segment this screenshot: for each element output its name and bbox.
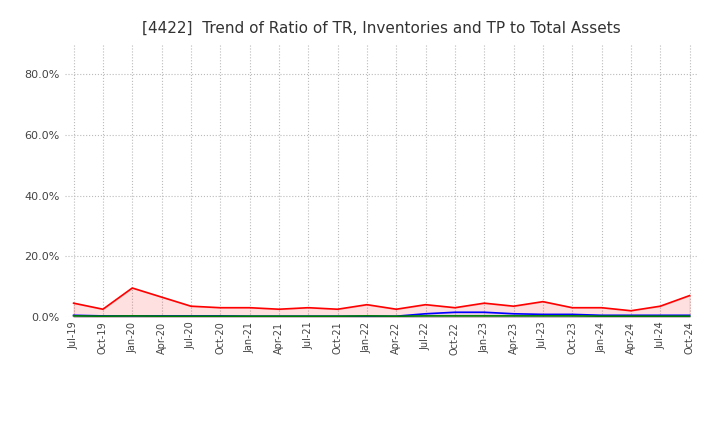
Inventories	[333, 314, 342, 319]
Inventories	[480, 310, 489, 315]
Inventories	[598, 313, 606, 318]
Inventories	[363, 314, 372, 319]
Inventories	[626, 313, 635, 318]
Inventories	[186, 313, 195, 319]
Inventories	[69, 313, 78, 318]
Inventories	[685, 313, 694, 318]
Trade Payables	[128, 313, 137, 319]
Trade Payables	[539, 313, 547, 319]
Title: [4422]  Trend of Ratio of TR, Inventories and TP to Total Assets: [4422] Trend of Ratio of TR, Inventories…	[143, 21, 621, 36]
Trade Payables	[656, 314, 665, 319]
Trade Receivables	[157, 294, 166, 300]
Trade Receivables	[128, 286, 137, 291]
Trade Payables	[216, 314, 225, 319]
Trade Payables	[421, 313, 430, 319]
Trade Receivables	[685, 293, 694, 298]
Inventories	[128, 313, 137, 319]
Inventories	[274, 314, 283, 319]
Trade Payables	[509, 313, 518, 319]
Trade Payables	[69, 313, 78, 319]
Trade Payables	[598, 314, 606, 319]
Trade Receivables	[304, 305, 312, 310]
Inventories	[568, 312, 577, 317]
Trade Payables	[99, 314, 107, 319]
Trade Payables	[568, 313, 577, 319]
Inventories	[392, 314, 400, 319]
Trade Receivables	[69, 301, 78, 306]
Inventories	[99, 313, 107, 319]
Trade Receivables	[363, 302, 372, 307]
Trade Payables	[186, 314, 195, 319]
Trade Receivables	[598, 305, 606, 310]
Inventories	[304, 314, 312, 319]
Trade Receivables	[539, 299, 547, 304]
Trade Payables	[685, 314, 694, 319]
Trade Payables	[333, 314, 342, 319]
Line: Trade Receivables: Trade Receivables	[73, 288, 690, 311]
Trade Receivables	[480, 301, 489, 306]
Trade Receivables	[626, 308, 635, 313]
Inventories	[421, 311, 430, 316]
Inventories	[451, 310, 459, 315]
Trade Payables	[451, 313, 459, 319]
Trade Receivables	[451, 305, 459, 310]
Trade Receivables	[99, 307, 107, 312]
Trade Payables	[274, 314, 283, 319]
Trade Payables	[480, 313, 489, 319]
Legend: Trade Receivables, Inventories, Trade Payables: Trade Receivables, Inventories, Trade Pa…	[157, 438, 606, 440]
Trade Receivables	[186, 304, 195, 309]
Inventories	[246, 314, 254, 319]
Trade Receivables	[421, 302, 430, 307]
Trade Payables	[304, 314, 312, 319]
Trade Receivables	[392, 307, 400, 312]
Line: Inventories: Inventories	[73, 312, 690, 316]
Inventories	[216, 313, 225, 319]
Trade Receivables	[274, 307, 283, 312]
Trade Payables	[157, 314, 166, 319]
Inventories	[656, 313, 665, 318]
Trade Receivables	[216, 305, 225, 310]
Trade Payables	[246, 314, 254, 319]
Trade Receivables	[246, 305, 254, 310]
Inventories	[539, 312, 547, 317]
Inventories	[509, 311, 518, 316]
Trade Receivables	[333, 307, 342, 312]
Trade Payables	[392, 314, 400, 319]
Trade Receivables	[656, 304, 665, 309]
Inventories	[157, 313, 166, 319]
Trade Receivables	[568, 305, 577, 310]
Trade Receivables	[509, 304, 518, 309]
Trade Payables	[363, 313, 372, 319]
Trade Payables	[626, 314, 635, 319]
